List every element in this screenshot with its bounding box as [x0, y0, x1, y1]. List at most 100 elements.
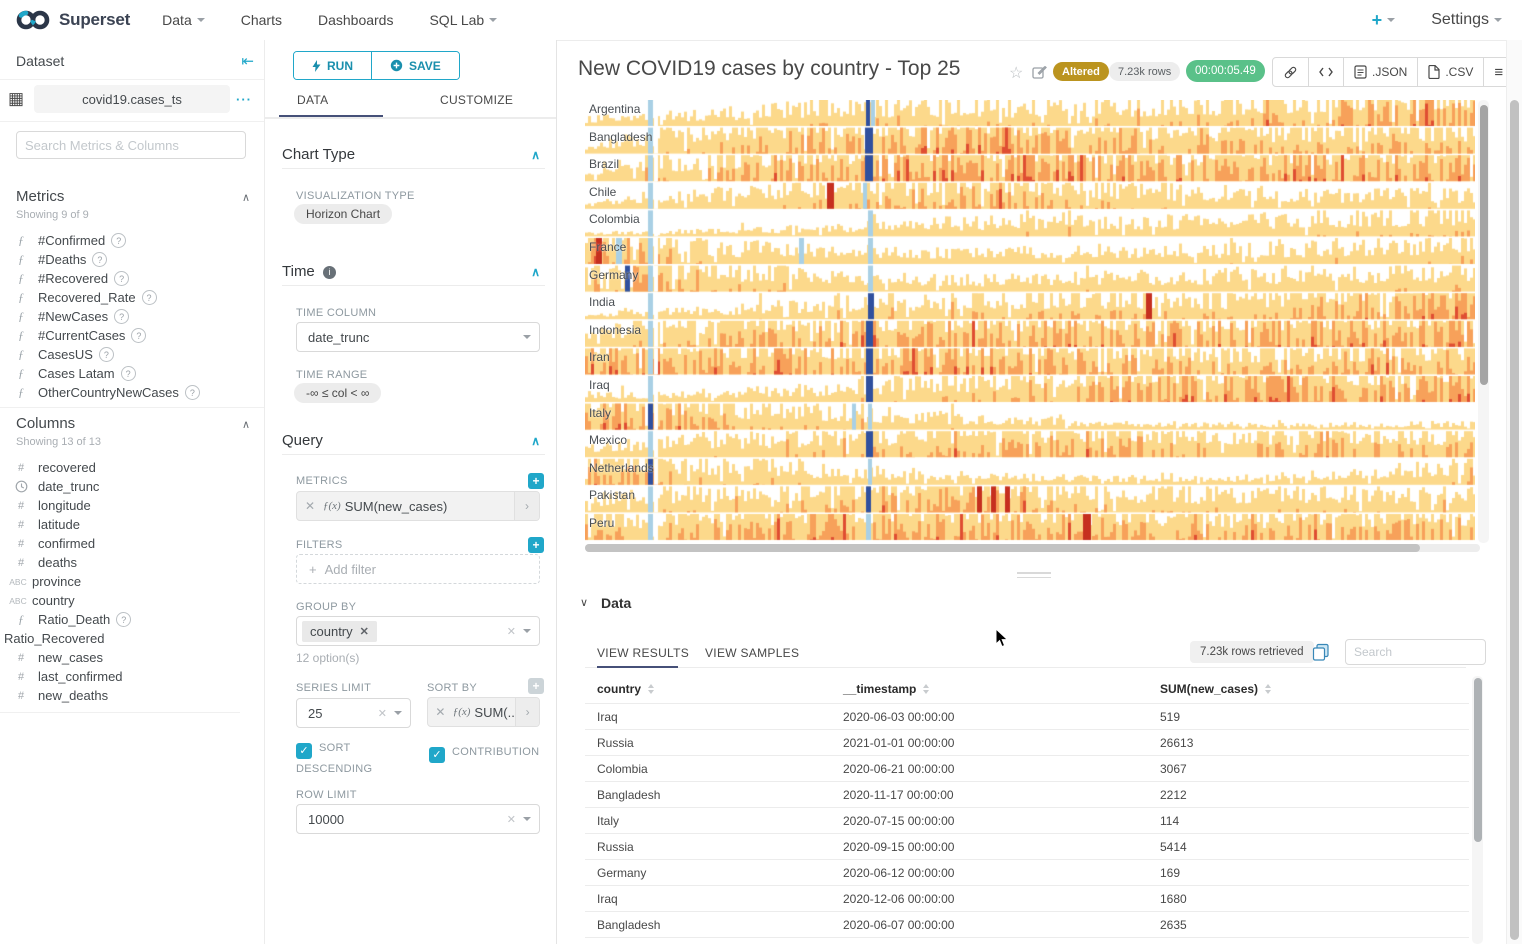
sort-descending-checkbox[interactable]: ✓ SORT DESCENDING: [296, 742, 373, 775]
expand-metric-icon[interactable]: ›: [514, 492, 539, 520]
tab-view-samples[interactable]: VIEW SAMPLES: [705, 646, 800, 660]
collapse-section-icon[interactable]: ∧: [531, 148, 540, 162]
column-item[interactable]: # recovered: [0, 458, 264, 477]
save-label: SAVE: [409, 58, 441, 73]
column-item[interactable]: # new_cases: [0, 648, 264, 667]
metric-item[interactable]: ƒ Recovered_Rate?: [0, 288, 264, 307]
table-vertical-scrollbar[interactable]: [1472, 676, 1483, 944]
save-button[interactable]: SAVE: [371, 52, 459, 79]
add-filter-box[interactable]: + Add filter: [296, 554, 540, 584]
embed-code-button[interactable]: [1308, 58, 1343, 86]
export-json-button[interactable]: .JSON: [1343, 58, 1417, 86]
metric-item[interactable]: ƒ #Recovered?: [0, 269, 264, 288]
results-search-input[interactable]: [1345, 639, 1486, 665]
collapse-data-icon[interactable]: ∨: [580, 597, 589, 609]
superset-logo[interactable]: Superset: [14, 8, 130, 32]
column-item[interactable]: ABC country: [0, 591, 264, 610]
row-limit-select[interactable]: 10000 ✕: [296, 804, 540, 834]
horizon-chart[interactable]: [585, 100, 1475, 543]
chart-vertical-scrollbar[interactable]: [1478, 100, 1489, 543]
table-row: Russia 2020-09-15 00:00:00 5414: [585, 834, 1469, 860]
metric-item[interactable]: ƒ #CurrentCases?: [0, 326, 264, 345]
column-item[interactable]: # longitude: [0, 496, 264, 515]
add-sort-button[interactable]: +: [528, 678, 544, 694]
plus-circle-icon: [390, 59, 403, 72]
chevron-down-icon: [196, 18, 205, 22]
column-header-country[interactable]: country: [585, 682, 831, 696]
remove-sort-icon[interactable]: ✕: [435, 705, 446, 719]
fx-icon: ƒ(x): [452, 706, 471, 718]
remove-metric-icon[interactable]: ✕: [304, 499, 316, 513]
column-item[interactable]: ABC province: [0, 572, 264, 591]
data-panel-title: Data: [601, 595, 632, 611]
nav-item-data[interactable]: Data: [162, 12, 205, 28]
column-item[interactable]: # confirmed: [0, 534, 264, 553]
panel-resize-handle[interactable]: [1017, 572, 1051, 581]
contribution-checkbox[interactable]: ✓ CONTRIBUTION: [429, 742, 539, 763]
metric-item[interactable]: ƒ CasesUS?: [0, 345, 264, 364]
search-metrics-input[interactable]: [16, 131, 246, 159]
brand-name: Superset: [59, 10, 131, 29]
export-csv-button[interactable]: .CSV: [1417, 58, 1483, 86]
column-item[interactable]: ƒ Ratio_Death?: [0, 610, 264, 629]
column-item[interactable]: Ratio_Recovered: [4, 631, 105, 646]
metric-item[interactable]: ƒ OtherCountryNewCases?: [0, 383, 264, 402]
page-scrollbar[interactable]: [1506, 40, 1522, 944]
group-by-tag[interactable]: country ✕: [302, 620, 377, 642]
favorite-star-icon[interactable]: ☆: [1009, 65, 1024, 82]
number-icon: #: [17, 689, 25, 702]
table-row: Colombia 2020-06-21 00:00:00 3067: [585, 756, 1469, 782]
horizon-row-label: Iran: [589, 350, 610, 365]
time-column-select[interactable]: date_trunc: [296, 322, 540, 352]
sort-icon: [1265, 684, 1272, 694]
run-button[interactable]: RUN: [294, 52, 371, 79]
tab-data[interactable]: DATA: [297, 93, 329, 107]
metric-pill[interactable]: ✕ ƒ(x) SUM(new_cases) ›: [296, 491, 540, 521]
visualization-type-value[interactable]: Horizon Chart: [294, 204, 393, 224]
number-icon: #: [17, 537, 25, 550]
columns-showing: Showing 13 of 13: [16, 436, 102, 448]
tab-view-results[interactable]: VIEW RESULTS: [597, 646, 690, 660]
metric-item[interactable]: ƒ #Confirmed?: [0, 231, 264, 250]
add-metric-button[interactable]: +: [528, 473, 544, 489]
column-item[interactable]: # latitude: [0, 515, 264, 534]
copy-data-icon[interactable]: [1312, 643, 1330, 661]
collapse-section-icon[interactable]: ∧: [531, 434, 540, 448]
column-header-sumnew_cases[interactable]: SUM(new_cases): [1148, 682, 1469, 696]
edit-title-icon[interactable]: [1032, 65, 1047, 80]
column-item[interactable]: # last_confirmed: [0, 667, 264, 686]
nav-item-sql-lab[interactable]: SQL Lab: [429, 12, 498, 28]
collapse-metrics-icon[interactable]: ∧: [241, 192, 250, 204]
tab-customize[interactable]: CUSTOMIZE: [440, 93, 514, 107]
collapse-section-icon[interactable]: ∧: [531, 265, 540, 279]
horizon-row-label: Iraq: [589, 378, 610, 392]
more-options-icon[interactable]: ≡: [1483, 58, 1513, 86]
group-by-select[interactable]: country ✕ ✕: [296, 616, 540, 646]
time-range-value[interactable]: -∞ ≤ col < ∞: [294, 383, 382, 403]
series-limit-select[interactable]: 25 ✕: [296, 698, 411, 728]
add-filter-button[interactable]: +: [528, 537, 544, 553]
metric-item[interactable]: ƒ Cases Latam?: [0, 364, 264, 383]
altered-badge[interactable]: Altered: [1053, 62, 1109, 81]
copy-link-button[interactable]: [1273, 58, 1308, 86]
nav-item-dashboards[interactable]: Dashboards: [317, 12, 394, 28]
metric-item[interactable]: ƒ #Deaths?: [0, 250, 264, 269]
column-header-__timestamp[interactable]: __timestamp: [831, 682, 1148, 696]
new-item-button[interactable]: +: [1372, 10, 1396, 31]
metric-item[interactable]: ƒ #NewCases?: [0, 307, 264, 326]
column-item[interactable]: # deaths: [0, 553, 264, 572]
navbar: Superset Data Charts Dashboards SQL Lab + S…: [0, 0, 1522, 41]
chart-horizontal-scrollbar[interactable]: [585, 544, 1480, 552]
dataset-more-icon[interactable]: ···: [236, 92, 252, 107]
link-icon: [1284, 66, 1297, 78]
remove-tag-icon[interactable]: ✕: [359, 625, 369, 638]
collapse-panel-icon[interactable]: ⇤: [241, 53, 254, 70]
column-item[interactable]: # new_deaths: [0, 686, 264, 705]
sort-by-pill[interactable]: ✕ ƒ(x) SUM(... ›: [427, 697, 540, 727]
dataset-name[interactable]: covid19.cases_ts: [34, 85, 230, 113]
settings-menu[interactable]: Settings: [1431, 11, 1502, 29]
nav-item-charts[interactable]: Charts: [240, 12, 282, 28]
collapse-columns-icon[interactable]: ∧: [241, 419, 250, 431]
expand-sort-icon[interactable]: ›: [515, 698, 539, 726]
column-item[interactable]: date_trunc: [0, 477, 264, 496]
